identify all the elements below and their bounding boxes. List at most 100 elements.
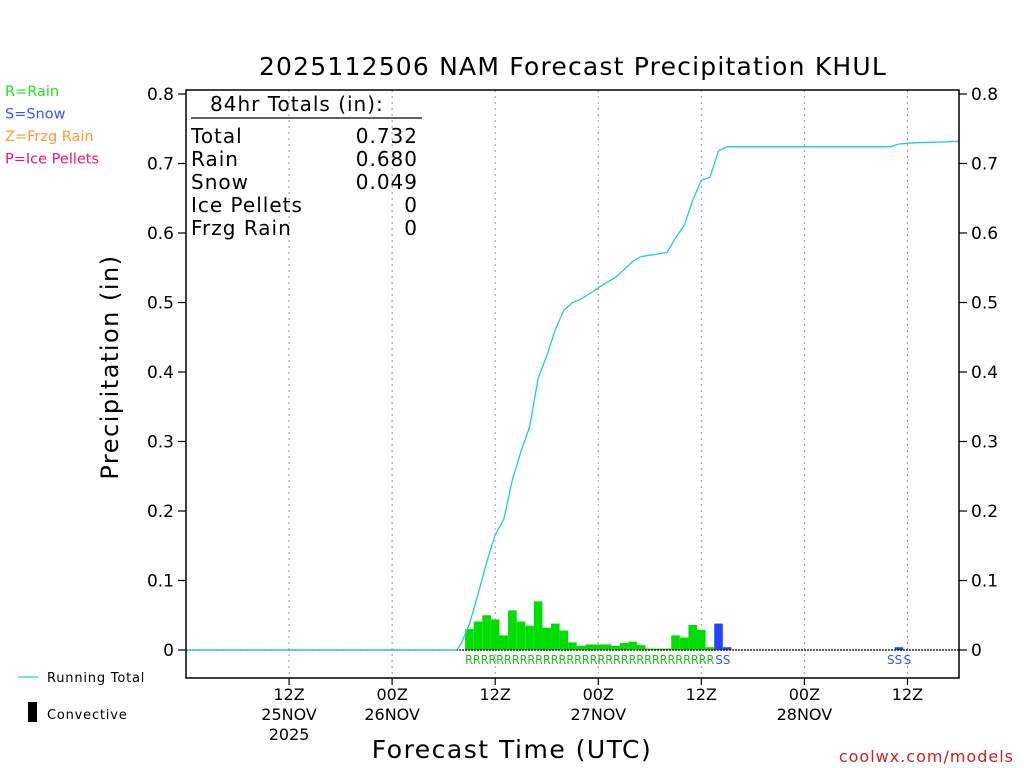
precip-bar — [542, 627, 552, 650]
y-tick-label-right: 0.2 — [971, 502, 998, 522]
precip-bar — [593, 644, 603, 650]
totals-row-label: Rain — [191, 147, 239, 171]
precip-bar — [525, 625, 534, 650]
y-axis-right: 0 0.1 0.2 0.3 0.4 0.5 0.6 0.7 0.8 — [959, 85, 998, 661]
totals-row-value: 0.049 — [356, 170, 418, 194]
y-tick-label-right: 0.6 — [971, 224, 998, 244]
precip-bar — [551, 623, 560, 650]
convective-legend-label: Convective — [47, 708, 128, 723]
y-tick-label-right: 0.8 — [971, 85, 998, 105]
precip-bar — [636, 645, 646, 650]
rain-type-codes: RRRRRRRRRRRRRRRRRRRRRRRRRRRRRRRR — [465, 653, 714, 667]
x-tick-label: 12Z — [686, 685, 717, 704]
precip-bar — [490, 619, 500, 650]
chart-title: 2025112506 NAM Forecast Precipitation KH… — [259, 52, 887, 81]
precip-bar — [697, 629, 706, 650]
x-tick-label: 27NOV — [570, 705, 626, 724]
precip-bar — [559, 630, 569, 650]
precip-bar — [576, 645, 586, 650]
totals-row-value: 0.732 — [356, 124, 418, 148]
precip-bar — [679, 637, 689, 650]
convective-legend-swatch — [28, 702, 37, 722]
precip-bar — [654, 648, 663, 650]
type-legend-item: S=Snow — [5, 107, 66, 123]
running-total-line — [186, 140, 960, 651]
y-tick-label-left: 0.8 — [147, 85, 174, 105]
x-tick-label: 26NOV — [364, 705, 420, 724]
running-total-legend: Running Total — [18, 671, 145, 686]
totals-row-label: Frzg Rain — [191, 216, 292, 240]
precip-bar — [671, 635, 680, 650]
totals-row-label: Ice Pellets — [191, 193, 303, 217]
convective-legend: Convective — [28, 702, 128, 723]
precip-bar — [568, 642, 577, 650]
y-axis-title: Precipitation (in) — [96, 254, 124, 479]
type-legend-item: Z=Frzg Rain — [5, 129, 94, 145]
snow-type-codes: S — [904, 653, 912, 667]
precip-type-legend: R=Rain S=Snow Z=Frzg Rain P=Ice Pellets — [5, 84, 99, 168]
x-tick-label: 00Z — [583, 685, 614, 704]
x-tick-label: 28NOV — [777, 705, 833, 724]
y-tick-label-right: 0 — [971, 641, 982, 661]
precip-bar — [516, 621, 526, 650]
precip-bar — [619, 643, 629, 650]
precip-bar — [645, 648, 655, 650]
y-tick-label-right: 0.4 — [971, 363, 998, 383]
y-tick-label-left: 0.5 — [147, 294, 174, 314]
totals-row-value: 0.680 — [356, 147, 418, 171]
precip-bar — [611, 645, 620, 650]
y-tick-label-right: 0.5 — [971, 294, 998, 314]
snow-type-codes: SS — [715, 653, 730, 667]
totals-row-value: 0 — [404, 216, 418, 240]
totals-header: 84hr Totals (in): — [210, 92, 384, 116]
precip-bar — [688, 624, 698, 650]
y-tick-label-left: 0.2 — [147, 502, 174, 522]
precip-bar — [482, 615, 491, 650]
precip-bar — [705, 647, 715, 650]
y-tick-label-left: 0 — [163, 641, 174, 661]
x-tick-label: 25NOV — [261, 705, 317, 724]
precip-bar — [465, 629, 474, 650]
snow-type-codes: SS — [887, 653, 902, 667]
precip-bar — [714, 623, 723, 650]
x-tick-label: 2025 — [269, 725, 310, 744]
x-tick-label: 12Z — [273, 685, 304, 704]
y-tick-label-left: 0.3 — [147, 433, 174, 453]
totals-row-label: Total — [190, 124, 243, 148]
precip-bar — [585, 644, 594, 650]
running-total-legend-label: Running Total — [47, 671, 145, 686]
totals-row-label: Snow — [191, 170, 249, 194]
y-tick-label-left: 0.1 — [147, 572, 174, 592]
y-tick-label-right: 0.1 — [971, 572, 998, 592]
precip-type-codes: RRRRRRRRRRRRRRRRRRRRRRRRRRRRRRRR SS SS S — [465, 653, 911, 667]
precip-bar — [894, 647, 904, 650]
y-tick-label-right: 0.3 — [971, 433, 998, 453]
totals-row-value: 0 — [404, 193, 418, 217]
grid-lines — [288, 90, 908, 678]
precip-bar — [499, 635, 509, 650]
y-axis-left: 0 0.1 0.2 0.3 0.4 0.5 0.6 0.7 0.8 — [147, 85, 186, 661]
x-tick-label: 12Z — [892, 685, 923, 704]
plot-frame — [185, 89, 960, 679]
precip-bars — [465, 601, 904, 650]
credit-label: coolwx.com/models — [839, 747, 1014, 766]
precip-bar — [662, 648, 672, 650]
precip-bar — [473, 621, 483, 650]
x-tick-label: 12Z — [480, 685, 511, 704]
x-tick-label: 00Z — [376, 685, 407, 704]
type-legend-item: R=Rain — [5, 84, 59, 100]
totals-box: 84hr Totals (in): Total 0.732 Rain 0.680 Sno… — [190, 92, 422, 240]
precip-bar — [533, 601, 543, 650]
precip-bar — [508, 610, 517, 650]
precip-bar — [602, 644, 612, 650]
y-tick-label-left: 0.4 — [147, 363, 174, 383]
precip-bar — [628, 641, 637, 650]
y-tick-label-right: 0.7 — [971, 155, 998, 175]
x-axis-title: Forecast Time (UTC) — [372, 735, 652, 764]
y-tick-label-left: 0.6 — [147, 224, 174, 244]
precip-bar — [722, 647, 732, 650]
x-tick-label: 00Z — [789, 685, 820, 704]
y-tick-label-left: 0.7 — [147, 155, 174, 175]
